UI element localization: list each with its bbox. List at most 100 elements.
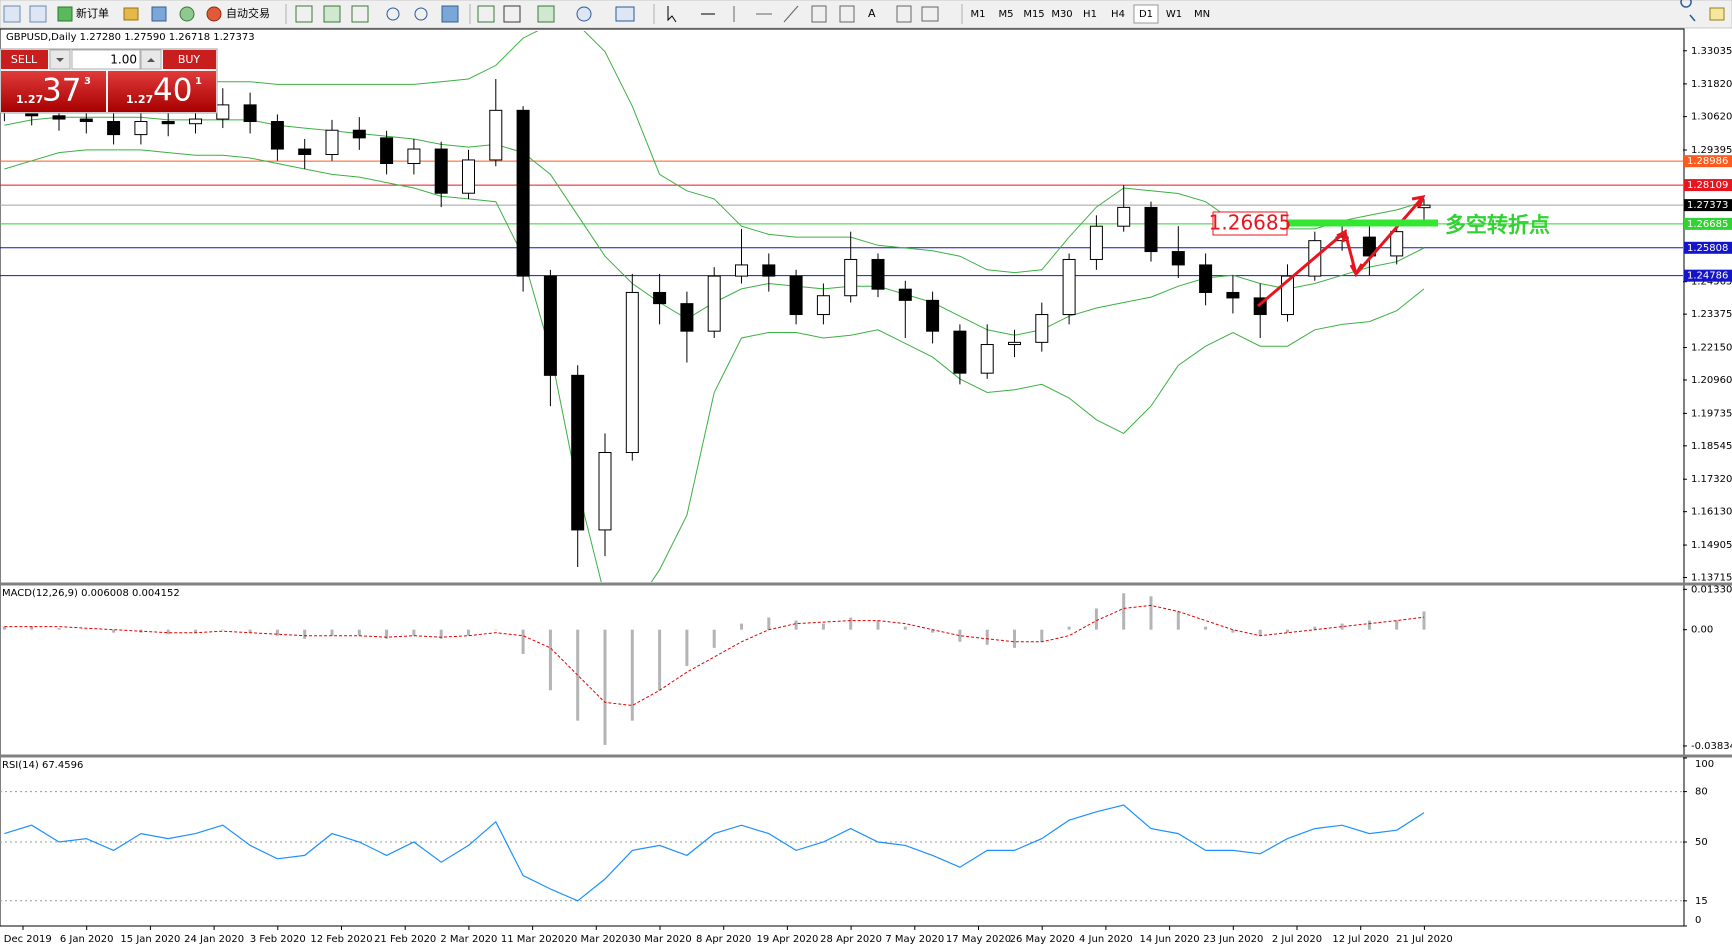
- bollinger-lower: [4, 149, 1425, 582]
- level-label-bg: [1684, 241, 1732, 254]
- lot-input[interactable]: [71, 49, 141, 70]
- y-tick-label: 1.18545: [1691, 441, 1732, 452]
- x-tick-label: 19 Apr 2020: [756, 934, 818, 945]
- macd-bar: [849, 617, 853, 630]
- bid-big[interactable]: 1.27: [16, 93, 43, 106]
- macd-bar: [248, 629, 252, 633]
- macd-bar: [1149, 596, 1153, 630]
- icon[interactable]: [323, 5, 341, 23]
- level-label: 1.26685: [1687, 219, 1728, 230]
- text-tool[interactable]: A: [868, 7, 876, 20]
- bid-main[interactable]: 37: [42, 73, 81, 109]
- icon[interactable]: [615, 6, 635, 22]
- macd-bar: [931, 629, 935, 633]
- y-tick-label: -0.038343: [1691, 741, 1732, 752]
- candle-body: [216, 104, 230, 120]
- x-tick-label: 2 Jul 2020: [1272, 934, 1322, 945]
- timeframe[interactable]: H1: [1083, 9, 1097, 20]
- timeframe[interactable]: M5: [999, 9, 1014, 20]
- auto-trading[interactable]: 自动交易: [226, 6, 270, 20]
- candle-body: [543, 275, 557, 376]
- timeframe[interactable]: M1: [971, 9, 986, 20]
- x-tick-label: 6 Jan 2020: [60, 934, 114, 945]
- icon[interactable]: [123, 7, 139, 21]
- sell-label[interactable]: SELL: [11, 53, 38, 66]
- icon[interactable]: [537, 5, 555, 23]
- y-tick-label: 1.13715: [1691, 573, 1732, 584]
- macd-bar: [330, 629, 334, 636]
- trendline-tool[interactable]: [783, 5, 799, 23]
- candle-body: [352, 129, 366, 139]
- timeframe[interactable]: M15: [1023, 9, 1044, 20]
- bid-box[interactable]: [1, 71, 106, 112]
- icon[interactable]: [151, 6, 167, 22]
- icon[interactable]: [441, 5, 459, 23]
- y-tick-label: 100: [1695, 759, 1714, 770]
- macd-bar: [1395, 620, 1399, 630]
- timeframe[interactable]: MN: [1194, 9, 1210, 20]
- chart-frame: [0, 28, 1685, 927]
- x-tick-label: 3 Feb 2020: [250, 934, 306, 945]
- messages[interactable]: [1709, 7, 1725, 21]
- icon[interactable]: [839, 5, 855, 23]
- candle-body: [1362, 236, 1376, 257]
- icon[interactable]: [351, 5, 369, 23]
- ask-big[interactable]: 1.27: [126, 93, 153, 106]
- timeframe[interactable]: W1: [1166, 9, 1182, 20]
- y-tick-label: 80: [1695, 787, 1708, 798]
- candle-body: [189, 118, 202, 125]
- candle-body: [489, 109, 503, 161]
- x-tick-label: 12 Jul 2020: [1332, 934, 1389, 945]
- timeframe[interactable]: H4: [1111, 9, 1125, 20]
- y-tick-label: 50: [1695, 837, 1708, 848]
- icon[interactable]: [29, 5, 47, 23]
- arrow: [147, 58, 155, 62]
- candle-body: [161, 121, 175, 125]
- macd-bar: [221, 629, 225, 631]
- zoom-out[interactable]: [414, 7, 428, 21]
- zoom-in[interactable]: [386, 7, 400, 21]
- icon[interactable]: [3, 5, 21, 23]
- lot-size[interactable]: 1.00: [110, 53, 137, 67]
- macd-bar: [1013, 629, 1016, 648]
- cursor-tool[interactable]: [667, 6, 677, 23]
- icon[interactable]: [896, 5, 912, 23]
- new-order-icon[interactable]: [57, 6, 73, 22]
- buy-label[interactable]: BUY: [178, 53, 201, 66]
- macd-bar: [1122, 593, 1126, 630]
- ask-sup[interactable]: 1: [195, 76, 202, 87]
- timeframe[interactable]: M30: [1051, 9, 1072, 20]
- bid-sup[interactable]: 3: [84, 76, 91, 87]
- timeframes: M1 M5 M15 M30 H1 H4 D1 W1 MN: [971, 4, 1210, 24]
- new-order[interactable]: 新订单: [76, 6, 109, 20]
- icon[interactable]: [921, 6, 939, 22]
- ask-box[interactable]: [108, 71, 216, 112]
- candle-body: [407, 148, 421, 165]
- candle-body: [844, 258, 858, 297]
- search[interactable]: [1680, 0, 1696, 22]
- icon[interactable]: [576, 6, 592, 22]
- level-label-bg: [1684, 269, 1732, 282]
- candle-body: [107, 121, 121, 136]
- auto-trading-icon[interactable]: [206, 6, 222, 22]
- candle-body: [1171, 251, 1185, 266]
- icon[interactable]: [179, 6, 195, 22]
- macd-bar: [1286, 629, 1289, 633]
- macd-bar: [603, 629, 607, 745]
- icon[interactable]: [477, 5, 495, 23]
- timeframe[interactable]: D1: [1139, 9, 1153, 20]
- icon[interactable]: [295, 5, 313, 23]
- macd-bar: [630, 629, 634, 721]
- buy-button[interactable]: [163, 50, 216, 69]
- x-tick-label: 21 Jul 2020: [1396, 934, 1453, 945]
- sell-button[interactable]: [1, 50, 48, 69]
- candle-body: [1062, 258, 1076, 316]
- candle-body: [325, 129, 339, 156]
- ask-main[interactable]: 40: [153, 73, 192, 109]
- x-tick-label: 24 Jan 2020: [184, 934, 244, 945]
- toolbar-bg: [0, 0, 1732, 29]
- candle-body: [1008, 341, 1021, 346]
- icon[interactable]: [811, 5, 827, 23]
- x-tick-label: 17 May 2020: [946, 934, 1011, 945]
- icon[interactable]: [503, 5, 521, 23]
